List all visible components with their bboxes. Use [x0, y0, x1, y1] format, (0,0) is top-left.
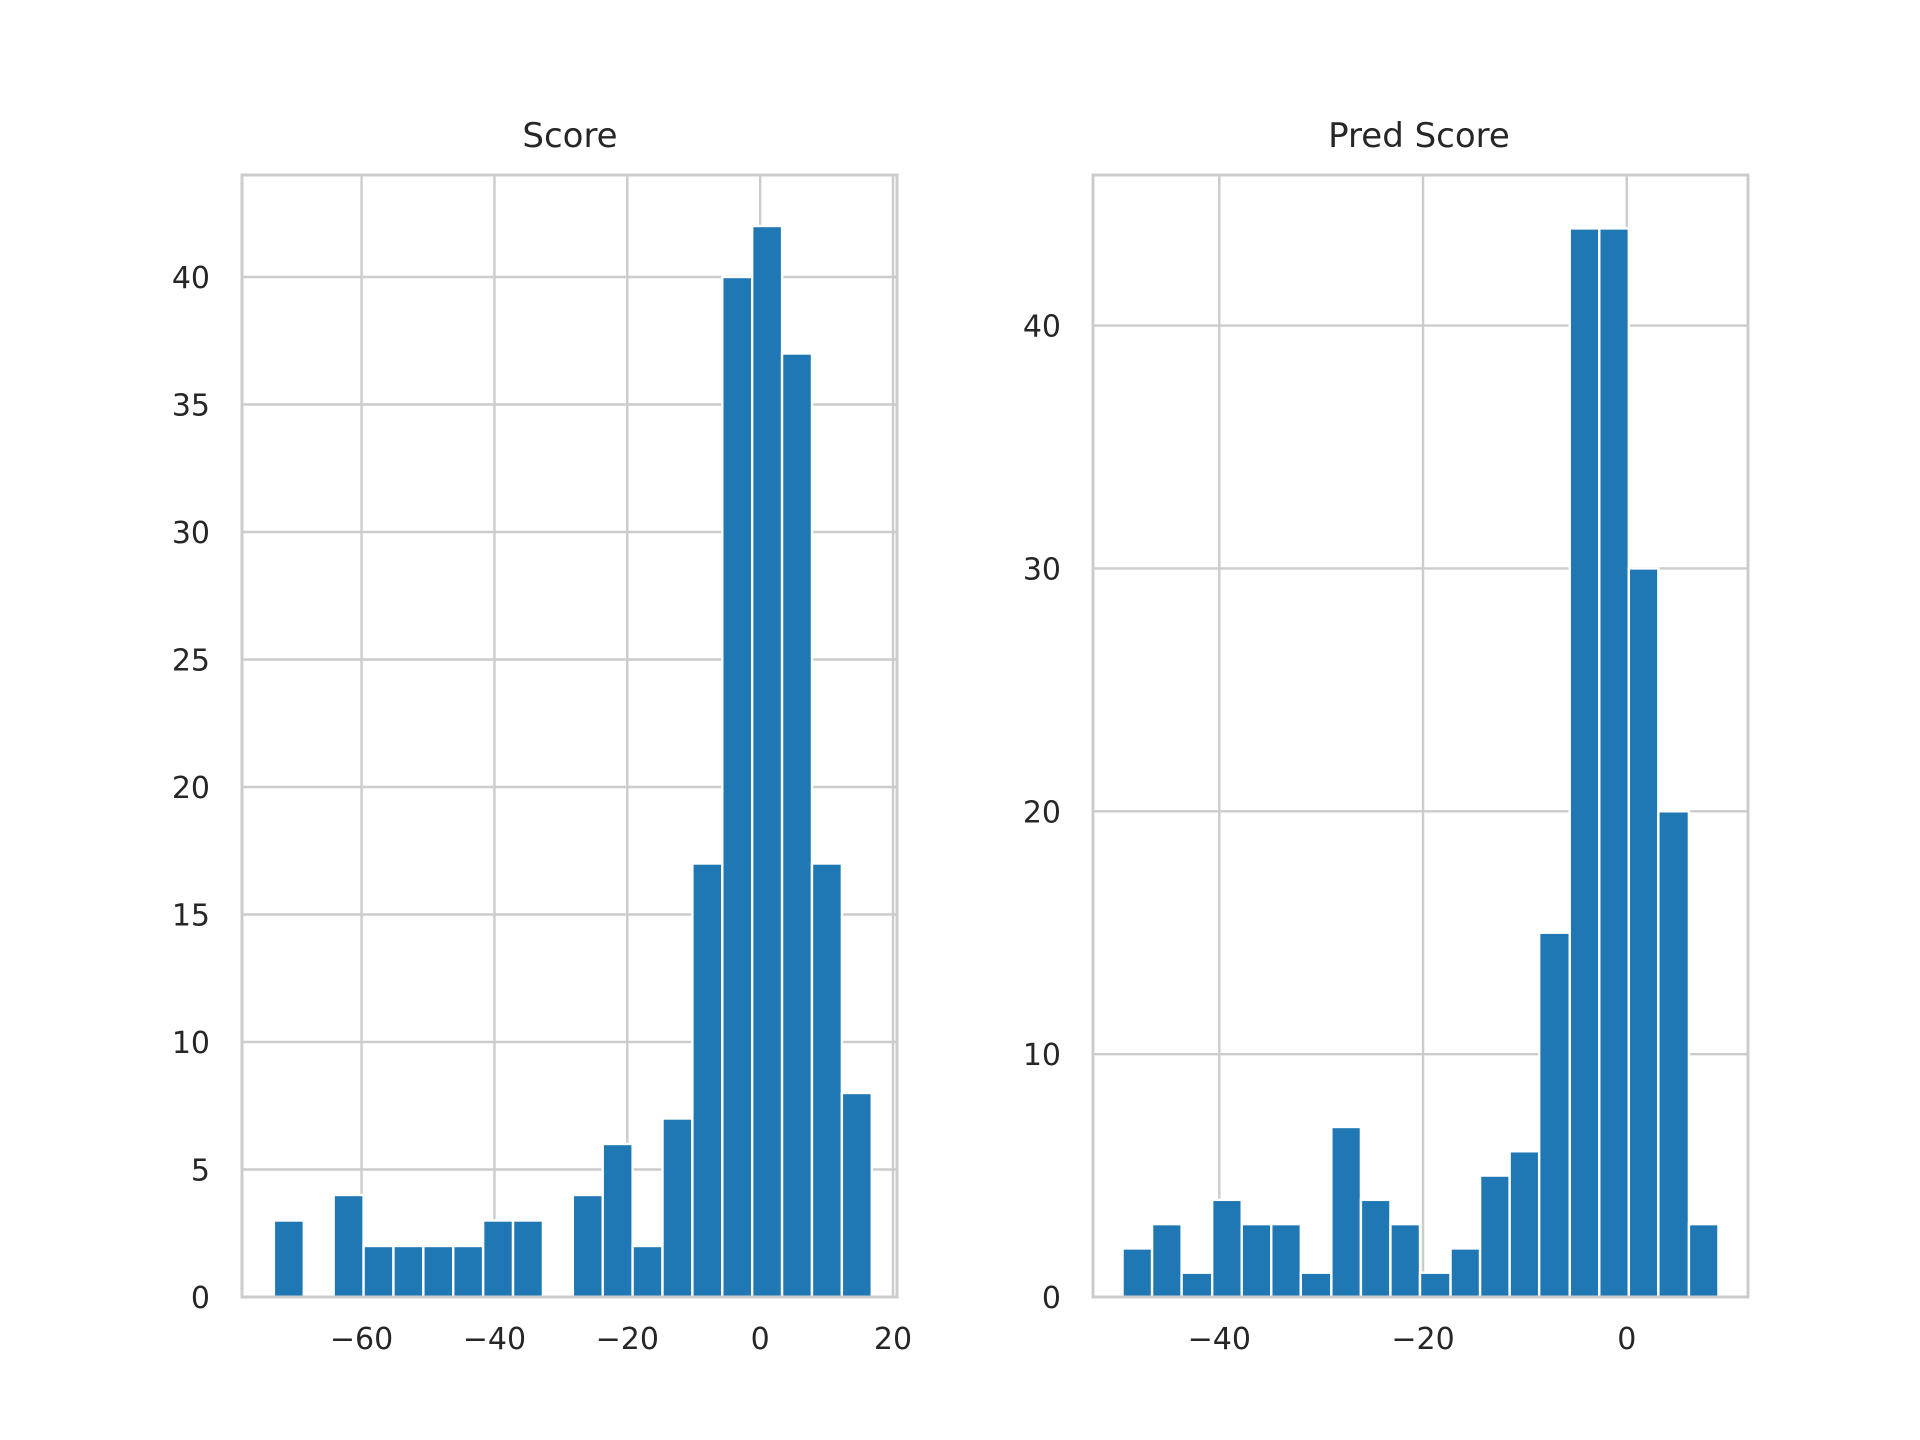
histogram-bar	[1180, 1271, 1214, 1299]
histogram-bar	[272, 1219, 305, 1299]
histogram-bar	[1568, 227, 1601, 1299]
histogram-bar	[452, 1244, 485, 1299]
x-tick-label: −60	[330, 1322, 393, 1357]
y-tick-label: 35	[172, 389, 210, 424]
y-tick-label: 40	[1023, 310, 1061, 345]
y-tick-label: 20	[172, 771, 210, 806]
histogram-bar	[481, 1219, 515, 1299]
histogram-bar	[1449, 1247, 1482, 1299]
y-tick-label: 20	[1023, 795, 1061, 830]
histogram-bar	[601, 1142, 634, 1299]
pred-score-histogram: Pred Score −40 −20 0 0 10 20 30 40	[1023, 116, 1750, 1357]
histogram-bar	[1687, 1222, 1720, 1299]
histogram-bar	[780, 352, 814, 1299]
y-tick-label: 5	[191, 1154, 210, 1189]
histogram-bar	[392, 1244, 425, 1299]
chart-title: Score	[522, 116, 617, 156]
histogram-bar	[362, 1244, 395, 1299]
x-tick-label: −40	[1188, 1322, 1251, 1357]
chart-title: Pred Score	[1328, 116, 1510, 156]
histogram-bar	[631, 1244, 664, 1299]
y-tick-label: 10	[1023, 1038, 1061, 1073]
histogram-bar	[810, 862, 844, 1299]
y-tick-label: 25	[172, 644, 210, 679]
histogram-bar	[1537, 931, 1571, 1299]
y-tick-label: 0	[191, 1281, 210, 1316]
y-tick-label: 30	[172, 516, 210, 551]
histogram-bar	[422, 1244, 455, 1299]
histogram-bar	[1508, 1150, 1541, 1299]
y-tick-label: 40	[172, 261, 210, 296]
histogram-bar	[571, 1193, 604, 1299]
axes-frame	[240, 173, 899, 1299]
histogram-bar	[1210, 1198, 1243, 1299]
axes-frame	[1091, 173, 1750, 1299]
histogram-bar	[1478, 1174, 1511, 1299]
histogram-bar	[511, 1219, 545, 1299]
x-tick-label: 20	[874, 1322, 912, 1357]
y-tick-label: 30	[1023, 552, 1061, 587]
histogram-bar	[721, 275, 754, 1299]
histogram-bar	[1270, 1222, 1303, 1299]
histogram-bar	[1389, 1222, 1422, 1299]
x-tick-label: −20	[596, 1322, 659, 1357]
histogram-bar	[332, 1193, 365, 1299]
histogram-bar	[840, 1091, 873, 1299]
score-histogram: Score −60 −40 −20 0 20 0 5 10 15 20 25 30 35 40	[172, 116, 912, 1357]
histogram-bar	[1330, 1125, 1363, 1299]
histogram-bar	[1121, 1247, 1154, 1299]
histogram-bar	[661, 1117, 694, 1299]
histogram-bar	[1240, 1222, 1273, 1299]
histogram-bar	[1657, 810, 1691, 1299]
histogram-bar	[750, 224, 784, 1299]
x-tick-label: 0	[751, 1322, 770, 1357]
x-tick-label: −40	[463, 1322, 526, 1357]
histogram-bar	[1418, 1271, 1452, 1299]
x-tick-label: −20	[1391, 1322, 1454, 1357]
histogram-bar	[1627, 567, 1660, 1299]
histogram-bar	[1299, 1271, 1333, 1299]
histogram-bar	[1598, 227, 1631, 1299]
x-tick-label: 0	[1617, 1322, 1636, 1357]
histogram-bar	[1150, 1222, 1183, 1299]
y-tick-label: 0	[1042, 1281, 1061, 1316]
histogram-bar	[691, 862, 724, 1299]
y-tick-label: 10	[172, 1026, 210, 1061]
y-tick-label: 15	[172, 899, 210, 934]
histogram-bar	[1359, 1198, 1392, 1299]
